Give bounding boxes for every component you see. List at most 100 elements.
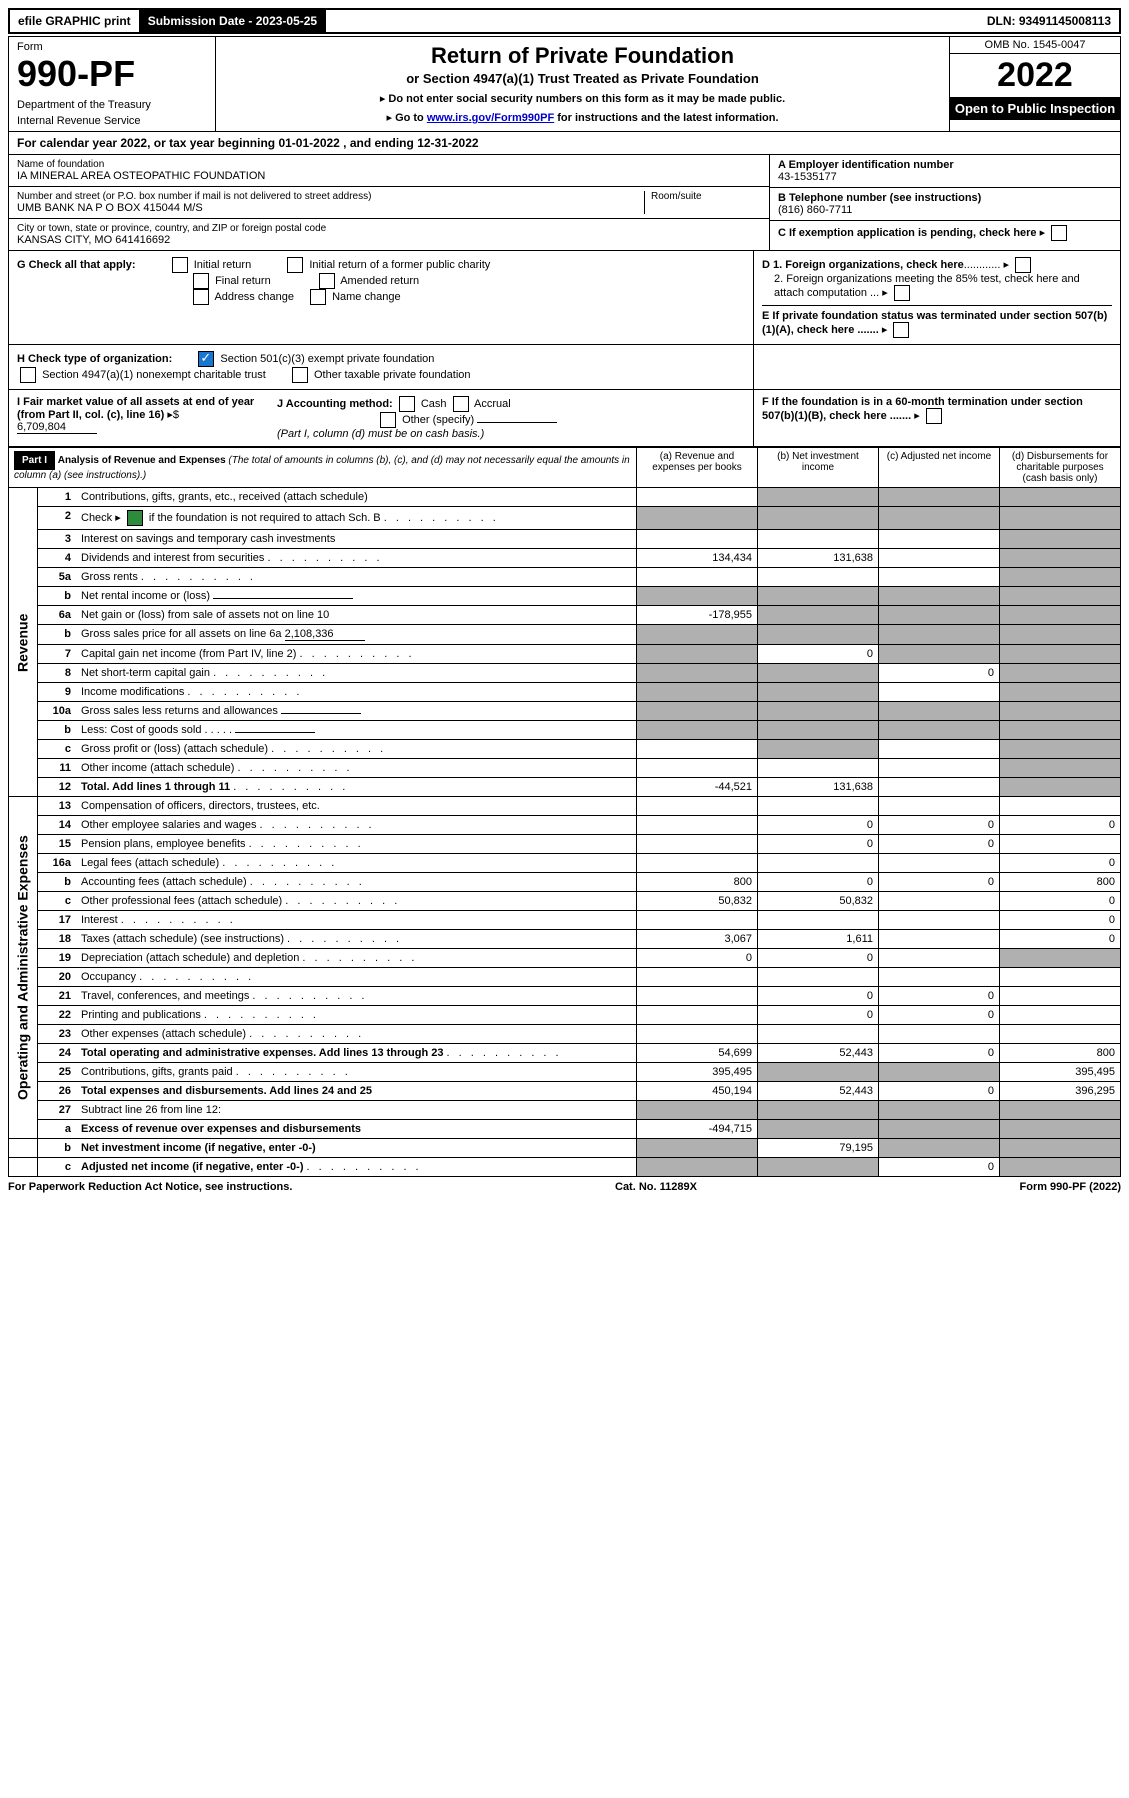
header-left: Form 990-PF Department of the Treasury I… xyxy=(9,37,216,131)
line-22: 22Printing and publications 00 xyxy=(9,1006,1121,1025)
header-center: Return of Private Foundation or Section … xyxy=(216,37,949,131)
line-13: Operating and Administrative Expenses 13… xyxy=(9,797,1121,816)
h-left: H Check type of organization: Section 50… xyxy=(9,345,754,389)
line-10b: bLess: Cost of goods sold . . . . . xyxy=(9,721,1121,740)
line-23: 23Other expenses (attach schedule) xyxy=(9,1025,1121,1044)
ein-cell: A Employer identification number 43-1535… xyxy=(770,155,1120,188)
form-header: Form 990-PF Department of the Treasury I… xyxy=(8,36,1121,132)
schb-checkbox[interactable] xyxy=(127,510,143,526)
efile-label[interactable]: efile GRAPHIC print xyxy=(10,10,140,32)
page-footer: For Paperwork Reduction Act Notice, see … xyxy=(8,1181,1121,1193)
part1-table: Part I Analysis of Revenue and Expenses … xyxy=(8,447,1121,1177)
line-25: 25Contributions, gifts, grants paid 395,… xyxy=(9,1063,1121,1082)
part1-header-row: Part I Analysis of Revenue and Expenses … xyxy=(9,448,1121,488)
operating-label: Operating and Administrative Expenses xyxy=(9,797,38,1139)
col-d-header: (d) Disbursements for charitable purpose… xyxy=(1000,448,1121,488)
address-change-checkbox[interactable] xyxy=(193,289,209,305)
line-9: 9Income modifications xyxy=(9,683,1121,702)
e-checkbox[interactable] xyxy=(893,322,909,338)
line-14: 14Other employee salaries and wages 000 xyxy=(9,816,1121,835)
section-i: I Fair market value of all assets at end… xyxy=(8,390,1121,447)
section-g: G Check all that apply: Initial return I… xyxy=(8,251,1121,345)
omb-number: OMB No. 1545-0047 xyxy=(950,37,1120,54)
col-b-header: (b) Net investment income xyxy=(758,448,879,488)
initial-return-checkbox[interactable] xyxy=(172,257,188,273)
line-6b: bGross sales price for all assets on lin… xyxy=(9,625,1121,645)
amended-checkbox[interactable] xyxy=(319,273,335,289)
name-change-checkbox[interactable] xyxy=(310,289,326,305)
footer-mid: Cat. No. 11289X xyxy=(615,1181,697,1193)
501c3-checkbox[interactable] xyxy=(198,351,214,367)
other-taxable-checkbox[interactable] xyxy=(292,367,308,383)
col-a-header: (a) Revenue and expenses per books xyxy=(637,448,758,488)
line-8: 8Net short-term capital gain 0 xyxy=(9,664,1121,683)
col-c-header: (c) Adjusted net income xyxy=(879,448,1000,488)
line-27a: aExcess of revenue over expenses and dis… xyxy=(9,1120,1121,1139)
exemption-cell: C If exemption application is pending, c… xyxy=(770,221,1120,245)
line-1: Revenue 1Contributions, gifts, grants, e… xyxy=(9,488,1121,507)
g-right: D 1. Foreign organizations, check here..… xyxy=(754,251,1120,344)
line-20: 20Occupancy xyxy=(9,968,1121,987)
calendar-year: For calendar year 2022, or tax year begi… xyxy=(8,132,1121,155)
line-2: 2Check ▸ if the foundation is not requir… xyxy=(9,507,1121,530)
address-cell: Number and street (or P.O. box number if… xyxy=(9,187,769,219)
dept-treasury: Department of the Treasury xyxy=(17,99,207,111)
top-bar: efile GRAPHIC print Submission Date - 20… xyxy=(8,8,1121,34)
phone-cell: B Telephone number (see instructions) (8… xyxy=(770,188,1120,221)
h-right xyxy=(754,345,1120,389)
form-subtitle: or Section 4947(a)(1) Trust Treated as P… xyxy=(222,71,943,86)
line-19: 19Depreciation (attach schedule) and dep… xyxy=(9,949,1121,968)
line-18: 18Taxes (attach schedule) (see instructi… xyxy=(9,930,1121,949)
revenue-label: Revenue xyxy=(9,488,38,797)
part1-label: Part I xyxy=(14,451,55,470)
line-17: 17Interest 0 xyxy=(9,911,1121,930)
exemption-checkbox[interactable] xyxy=(1051,225,1067,241)
f-checkbox[interactable] xyxy=(926,408,942,424)
line-16b: bAccounting fees (attach schedule) 80000… xyxy=(9,873,1121,892)
form-label: Form xyxy=(17,41,207,53)
accrual-checkbox[interactable] xyxy=(453,396,469,412)
line-3: 3Interest on savings and temporary cash … xyxy=(9,530,1121,549)
section-h: H Check type of organization: Section 50… xyxy=(8,345,1121,390)
i-right: F If the foundation is in a 60-month ter… xyxy=(754,390,1120,446)
line-10c: cGross profit or (loss) (attach schedule… xyxy=(9,740,1121,759)
d2-checkbox[interactable] xyxy=(894,285,910,301)
line-27: 27Subtract line 26 from line 12: xyxy=(9,1101,1121,1120)
line-6a: 6aNet gain or (loss) from sale of assets… xyxy=(9,606,1121,625)
tax-year: 2022 xyxy=(950,54,1120,97)
fmv-value: 6,709,804 xyxy=(17,421,97,434)
initial-former-checkbox[interactable] xyxy=(287,257,303,273)
line-27c: cAdjusted net income (if negative, enter… xyxy=(9,1158,1121,1177)
city-cell: City or town, state or province, country… xyxy=(9,219,769,250)
irs-link[interactable]: www.irs.gov/Form990PF xyxy=(427,112,554,124)
line-24: 24Total operating and administrative exp… xyxy=(9,1044,1121,1063)
info-right: A Employer identification number 43-1535… xyxy=(770,155,1120,250)
d1-checkbox[interactable] xyxy=(1015,257,1031,273)
open-inspection: Open to Public Inspection xyxy=(950,97,1120,120)
final-return-checkbox[interactable] xyxy=(193,273,209,289)
foundation-info: Name of foundation IA MINERAL AREA OSTEO… xyxy=(8,155,1121,251)
other-method-checkbox[interactable] xyxy=(380,412,396,428)
line-5a: 5aGross rents xyxy=(9,568,1121,587)
submission-date: Submission Date - 2023-05-25 xyxy=(140,10,326,32)
form-title: Return of Private Foundation xyxy=(222,43,943,69)
line-4: 4Dividends and interest from securities … xyxy=(9,549,1121,568)
line-12: 12Total. Add lines 1 through 11 -44,5211… xyxy=(9,778,1121,797)
dln: DLN: 93491145008113 xyxy=(979,10,1119,32)
line-11: 11Other income (attach schedule) xyxy=(9,759,1121,778)
footer-right: Form 990-PF (2022) xyxy=(1020,1181,1121,1193)
line-27b: bNet investment income (if negative, ent… xyxy=(9,1139,1121,1158)
info-left: Name of foundation IA MINERAL AREA OSTEO… xyxy=(9,155,770,250)
footer-left: For Paperwork Reduction Act Notice, see … xyxy=(8,1181,292,1193)
4947-checkbox[interactable] xyxy=(20,367,36,383)
note-link: Go to www.irs.gov/Form990PF for instruct… xyxy=(222,111,943,124)
line-26: 26Total expenses and disbursements. Add … xyxy=(9,1082,1121,1101)
line-16c: cOther professional fees (attach schedul… xyxy=(9,892,1121,911)
line-5b: bNet rental income or (loss) xyxy=(9,587,1121,606)
form-number: 990-PF xyxy=(17,53,207,95)
cash-checkbox[interactable] xyxy=(399,396,415,412)
line-15: 15Pension plans, employee benefits 00 xyxy=(9,835,1121,854)
line-16a: 16aLegal fees (attach schedule) 0 xyxy=(9,854,1121,873)
line-21: 21Travel, conferences, and meetings 00 xyxy=(9,987,1121,1006)
header-right: OMB No. 1545-0047 2022 Open to Public In… xyxy=(949,37,1120,131)
